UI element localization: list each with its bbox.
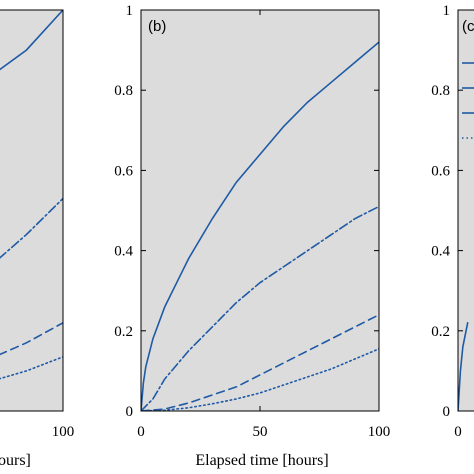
panel-b: 0 0.2 0.4 0.6 0.8 1 0 50 100 (b) Elapsed time [hou…: [114, 3, 390, 469]
y-tick-label: 0.8: [114, 83, 133, 99]
y-tick-label: 0.2: [431, 324, 450, 340]
series-line-dotted: [141, 348, 379, 411]
series-line-dashdot: [141, 205, 379, 411]
y-tick-label: 1: [443, 3, 451, 19]
x-axis-label: ours]: [0, 452, 31, 469]
series-line-dashed: [0, 321, 63, 356]
plot-area: [141, 10, 379, 411]
panel-a: 100 ours]: [0, 9, 75, 469]
y-tick-label: 0.2: [114, 324, 133, 340]
series-group: [141, 41, 379, 411]
x-tick-label: 50: [253, 424, 268, 440]
series-line-dashdot: [0, 197, 63, 259]
series-line-solid: [458, 321, 469, 411]
panel-label: (b): [148, 18, 166, 35]
series-group: [0, 10, 63, 380]
x-tick-label: 0: [137, 424, 145, 440]
y-tick-label: 0.6: [114, 163, 133, 179]
y-tick-label: 0: [443, 404, 451, 420]
x-axis-label: Elapsed time [hours]: [195, 452, 328, 469]
panel-label: (c: [462, 18, 474, 35]
panel-c: 0 0.2 0.4 0.6 0.8 1 0 (c: [431, 3, 474, 440]
series-line-dotted: [0, 356, 63, 380]
x-tick-label: 100: [52, 424, 75, 440]
y-tick-label: 0.4: [431, 244, 450, 260]
series-line-dashed: [141, 313, 379, 411]
axes-frame: [457, 9, 474, 412]
y-tick-label: 1: [126, 3, 134, 19]
series-line-solid: [0, 10, 63, 71]
axes-frame: [0, 9, 64, 412]
plot-area: [458, 10, 474, 411]
series-group: [458, 321, 469, 411]
plot-area: [0, 10, 63, 411]
y-tick-label: 0: [126, 404, 134, 420]
y-tick-label: 0.6: [431, 163, 450, 179]
y-tick-label: 0.8: [431, 83, 450, 99]
x-tick-label: 0: [454, 424, 462, 440]
x-tick-label: 100: [368, 424, 391, 440]
series-line-solid: [141, 41, 379, 411]
y-tick-label: 0.4: [114, 244, 133, 260]
